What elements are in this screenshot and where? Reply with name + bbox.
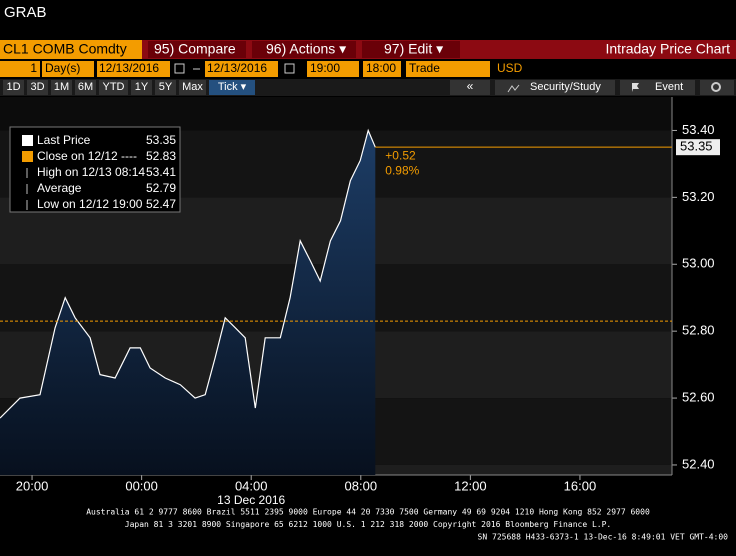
footer: Australia 61 2 9777 8600 Brazil 5511 239… (86, 508, 728, 542)
last-price-tag (676, 139, 720, 156)
start-time-field[interactable] (307, 61, 359, 77)
period-label: 6M (78, 81, 93, 93)
compare-label: 95) Compare (154, 41, 236, 57)
y-tick-label: 53.00 (682, 256, 715, 271)
x-tick-label: 04:00 (235, 478, 268, 493)
back-label: « (467, 79, 474, 93)
footer-line: Japan 81 3 3201 8900 Singapore 65 6212 1… (125, 520, 611, 529)
legend-name: Low on 12/12 19:00 (37, 197, 143, 211)
event-label: Event (655, 81, 683, 93)
start-date-field[interactable] (97, 61, 170, 77)
study-button[interactable] (495, 80, 615, 95)
x-tick-label: 16:00 (564, 478, 597, 493)
currency: USD (497, 61, 523, 75)
start-date: 12/13/2016 (99, 61, 159, 75)
end-time-field[interactable] (363, 61, 401, 77)
period-button[interactable] (209, 80, 255, 95)
calendar-icon[interactable] (174, 63, 185, 74)
period-label: 3D (30, 81, 44, 93)
period-button[interactable] (131, 80, 152, 95)
period-button[interactable] (3, 80, 24, 95)
study-icon (507, 84, 520, 93)
x-tick-label: 12:00 (454, 478, 487, 493)
security-field[interactable] (0, 40, 142, 59)
period-button[interactable] (51, 80, 72, 95)
view-title: Intraday Price Chart (606, 41, 731, 57)
price-line (0, 128, 376, 419)
actions-button[interactable] (252, 41, 356, 58)
flag-icon (632, 83, 639, 92)
period-button[interactable] (155, 80, 176, 95)
legend-value: 53.35 (146, 133, 176, 147)
legend-value: 53.41 (146, 165, 176, 179)
field: Trade (409, 61, 440, 75)
count: 1 (30, 61, 37, 75)
period-label: 1M (54, 81, 69, 93)
settings-button[interactable] (700, 80, 734, 95)
change: +0.52 (385, 148, 416, 162)
chart: 52.40 52.60 52.80 53.00 53.20 53.40 20:00 00:00… (0, 97, 720, 507)
legend-name: Last Price (37, 133, 91, 147)
period-button[interactable] (27, 80, 48, 95)
legend-box (9, 126, 181, 213)
y-tick-label: 53.40 (682, 122, 715, 137)
security: CL1 COMB Comdty (3, 41, 127, 57)
price-area (0, 130, 376, 475)
x-tick-label: 20:00 (16, 478, 49, 493)
start-time: 19:00 (310, 61, 340, 75)
window-title: GRAB (4, 4, 47, 21)
unit-field[interactable] (42, 61, 94, 77)
legend-value: 52.83 (146, 149, 176, 163)
period-label: 5Y (159, 81, 173, 93)
y-tick-label: 52.40 (682, 456, 715, 471)
legend-swatch (22, 135, 33, 146)
period-label: 1Y (135, 81, 149, 93)
y-tick-label: 53.20 (682, 189, 715, 204)
calendar-icon[interactable] (284, 63, 295, 74)
change-pct: 0.98% (385, 163, 419, 177)
last-price-tag-label: 53.35 (680, 139, 713, 154)
footer-line: Australia 61 2 9777 8600 Brazil 5511 239… (86, 508, 650, 517)
period-button[interactable] (179, 80, 206, 95)
event-button[interactable] (620, 80, 695, 95)
back-button[interactable] (450, 80, 490, 95)
footer-line: SN 725688 H433-6373-1 13-Dec-16 8:49:01 … (478, 533, 729, 542)
edit-label: 97) Edit ▾ (384, 41, 443, 57)
unit: Day(s) (45, 61, 80, 75)
field-select[interactable] (406, 61, 490, 77)
period-label: 1D (6, 81, 20, 93)
band (0, 97, 672, 131)
period-button[interactable] (75, 80, 96, 95)
legend-name: High on 12/13 08:14 (37, 165, 145, 179)
legend-name: Average (37, 181, 82, 195)
legend-value: 52.47 (146, 197, 176, 211)
x-tick-label: 00:00 (125, 478, 158, 493)
legend-name: Close on 12/12 ---- (37, 149, 137, 163)
legend-swatch (22, 151, 33, 162)
period-button[interactable] (99, 80, 128, 95)
end-date-field[interactable] (205, 61, 278, 77)
count-field[interactable] (0, 61, 40, 77)
period-label: Tick ▾ (218, 81, 247, 93)
compare-button[interactable] (148, 41, 246, 58)
y-tick-label: 52.60 (682, 389, 715, 404)
period-label: YTD (103, 81, 125, 93)
actions-label: 96) Actions ▾ (266, 41, 346, 57)
legend-value: 52.79 (146, 181, 176, 195)
date-label: 13 Dec 2016 (217, 493, 285, 507)
x-tick-label: 08:00 (345, 478, 378, 493)
period-label: Max (182, 81, 203, 93)
period-buttons: 1D 3D 1M 6M YTD 1Y 5Y Max Tick ▾ (3, 80, 255, 95)
end-date: 12/13/2016 (207, 61, 267, 75)
study-label: Security/Study (530, 81, 601, 93)
gear-icon (711, 82, 721, 92)
edit-button[interactable] (362, 41, 460, 58)
end-time: 18:00 (366, 61, 396, 75)
y-tick-label: 52.80 (682, 323, 715, 338)
